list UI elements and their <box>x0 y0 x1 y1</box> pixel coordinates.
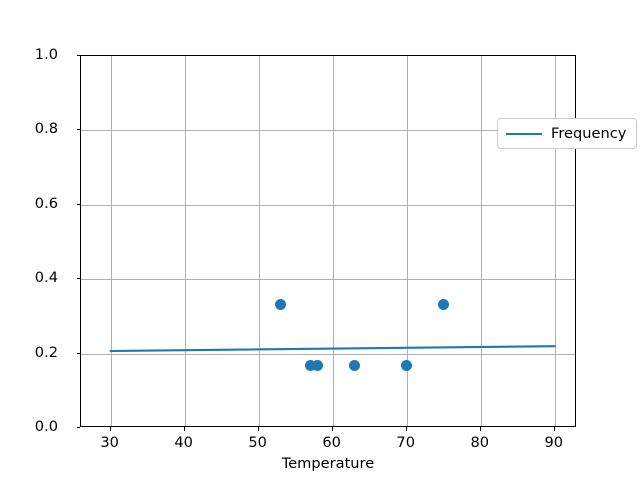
legend[interactable]: Frequency <box>497 118 638 149</box>
grid-layer <box>81 56 575 426</box>
frequency-line <box>109 345 556 353</box>
y-tick-label: 0.0 <box>34 418 58 435</box>
scatter-point <box>349 360 361 372</box>
y-tick-label: 0.2 <box>34 343 58 361</box>
gridline-horizontal <box>81 130 575 132</box>
x-tick-label: 70 <box>396 434 415 451</box>
x-tick-label: 90 <box>544 434 564 451</box>
gridline-vertical <box>554 56 556 426</box>
gridline-vertical <box>110 56 112 426</box>
x-tick-mark <box>183 427 185 431</box>
x-tick-mark <box>553 427 555 431</box>
x-tick-label: 80 <box>470 434 490 451</box>
legend-label-frequency: Frequency <box>551 125 627 142</box>
x-tick-mark <box>109 427 111 431</box>
y-tick-label: 0.4 <box>34 269 58 287</box>
y-tick-mark <box>76 278 80 280</box>
gridline-horizontal <box>81 204 575 206</box>
x-tick-mark <box>405 427 407 431</box>
x-tick-label: 40 <box>174 434 193 451</box>
plot-axes: Frequency <box>80 55 638 427</box>
gridline-horizontal <box>81 353 575 355</box>
x-tick-label: 30 <box>100 434 119 451</box>
gridline-vertical <box>184 56 186 426</box>
x-tick-mark <box>331 427 333 431</box>
gridline-vertical <box>332 56 334 426</box>
scatter-point <box>438 298 450 310</box>
gridline-vertical <box>258 56 260 426</box>
scatter-point <box>401 360 413 372</box>
x-tick-label: 50 <box>248 434 267 451</box>
y-tick-mark <box>76 129 80 131</box>
y-tick-label: 0.6 <box>34 194 58 212</box>
gridline-vertical <box>480 56 482 426</box>
y-tick-mark <box>76 427 80 429</box>
data-layer <box>81 56 575 426</box>
gridline-horizontal <box>81 279 575 281</box>
legend-line-swatch-frequency <box>506 132 542 135</box>
scatter-point <box>275 298 287 310</box>
gridline-vertical <box>406 56 408 426</box>
y-tick-label: 0.8 <box>34 120 58 138</box>
scatter-point <box>312 360 324 372</box>
y-tick-mark <box>76 352 80 354</box>
y-tick-mark <box>76 55 80 57</box>
x-tick-mark <box>257 427 259 431</box>
y-tick-mark <box>76 203 80 205</box>
scatter-point <box>304 360 316 372</box>
x-tick-label: 60 <box>322 434 341 451</box>
x-axis-label: Temperature <box>281 455 375 472</box>
x-tick-mark <box>479 427 481 431</box>
y-tick-label: 1.0 <box>34 46 58 63</box>
